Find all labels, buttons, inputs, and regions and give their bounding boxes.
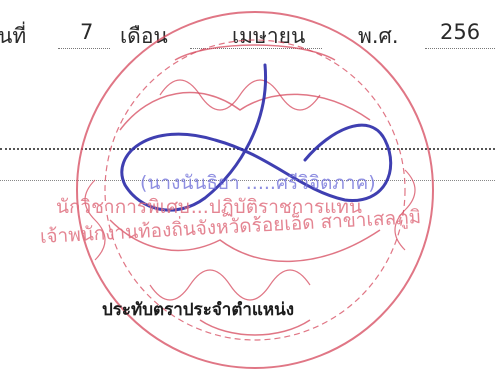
month-label: เดือน xyxy=(120,24,168,48)
position-dotted-line xyxy=(0,180,495,181)
month-value: เมษายน xyxy=(232,24,306,48)
acting-position: นักวิชาการพิเศษ...ปฏิบัติราชการแทน xyxy=(56,196,362,218)
year-label: พ.ศ. xyxy=(358,24,399,48)
year-value: 256 xyxy=(440,20,481,44)
day-prefix: นที่ xyxy=(0,24,27,48)
day-value: 7 xyxy=(80,20,94,44)
signer-name: (นางนันธิยา .....ศรีวิจิตภาค) xyxy=(140,172,376,194)
year-underline xyxy=(425,48,495,49)
seal-caption: ประทับตราประจำตำแหน่ง xyxy=(102,300,294,320)
day-underline xyxy=(58,48,110,49)
month-underline xyxy=(190,48,322,49)
